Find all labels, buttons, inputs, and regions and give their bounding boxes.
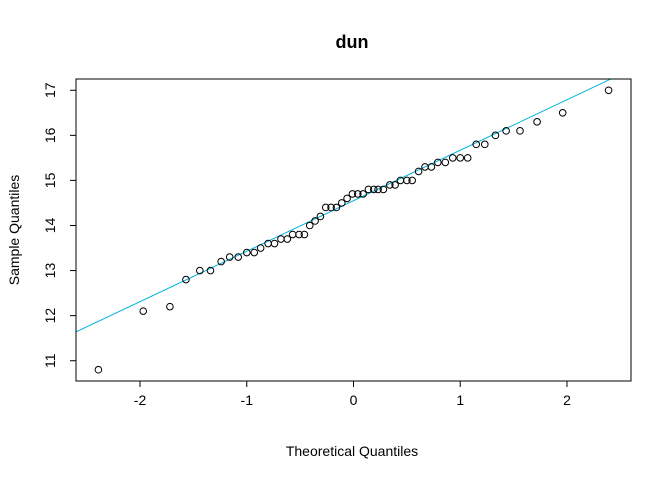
data-point <box>516 127 524 135</box>
data-point <box>295 230 303 239</box>
data-point <box>480 140 489 149</box>
data-point <box>283 235 292 243</box>
data-point <box>206 266 215 275</box>
data-point <box>434 158 442 167</box>
data-point <box>182 275 190 284</box>
qq-reference-line <box>76 79 612 333</box>
data-point <box>217 257 225 266</box>
data-point <box>270 239 279 248</box>
y-tick-label: 16 <box>42 127 58 143</box>
data-point <box>448 154 457 162</box>
data-point <box>166 302 174 311</box>
data-point <box>353 190 362 198</box>
data-point <box>277 235 285 243</box>
data-point <box>288 230 297 239</box>
data-point <box>234 253 243 261</box>
data-point <box>533 118 541 126</box>
data-point <box>321 203 330 212</box>
x-axis-label: Theoretical Quantiles <box>286 443 418 459</box>
data-point <box>305 221 314 230</box>
data-point <box>332 203 341 212</box>
data-point <box>604 86 613 95</box>
data-point <box>196 266 204 275</box>
data-point <box>441 158 450 167</box>
data-point <box>558 109 567 117</box>
data-point <box>414 167 423 176</box>
y-tick-label: 17 <box>42 82 58 98</box>
y-tick-label: 15 <box>42 172 58 188</box>
data-point <box>225 253 234 261</box>
data-point <box>300 230 309 239</box>
x-tick-label: -2 <box>134 392 147 408</box>
data-point <box>343 194 351 203</box>
data-point <box>463 154 472 162</box>
data-point <box>359 190 367 198</box>
chart-title: dun <box>336 32 369 52</box>
data-point <box>139 307 148 315</box>
data-point <box>242 248 251 257</box>
data-point <box>391 181 399 189</box>
x-tick-label: -1 <box>241 392 254 408</box>
y-tick-label: 13 <box>42 263 58 279</box>
y-tick-label: 12 <box>42 308 58 324</box>
data-point <box>256 244 265 252</box>
data-point <box>369 185 378 194</box>
data-point <box>472 140 481 149</box>
data-point <box>374 185 382 194</box>
data-point <box>502 127 510 135</box>
data-point <box>403 176 411 185</box>
data-point <box>250 248 259 257</box>
data-point <box>327 203 335 212</box>
y-tick-label: 11 <box>42 353 58 368</box>
data-point <box>94 365 103 374</box>
x-tick-label: 0 <box>350 392 358 408</box>
data-point <box>427 163 436 171</box>
x-tick-label: 1 <box>456 392 464 408</box>
y-axis-label: Sample Quantiles <box>6 175 22 286</box>
data-point <box>408 176 417 185</box>
data-point <box>491 131 500 140</box>
y-tick-label: 14 <box>42 217 58 233</box>
data-point <box>456 154 465 162</box>
data-point <box>337 199 346 207</box>
data-point <box>316 212 325 221</box>
data-point <box>379 185 388 194</box>
data-point <box>364 185 373 194</box>
data-point <box>385 181 394 189</box>
data-point <box>348 190 357 198</box>
data-point <box>311 217 319 225</box>
x-tick-label: 2 <box>563 392 571 408</box>
plot-frame <box>75 78 632 382</box>
